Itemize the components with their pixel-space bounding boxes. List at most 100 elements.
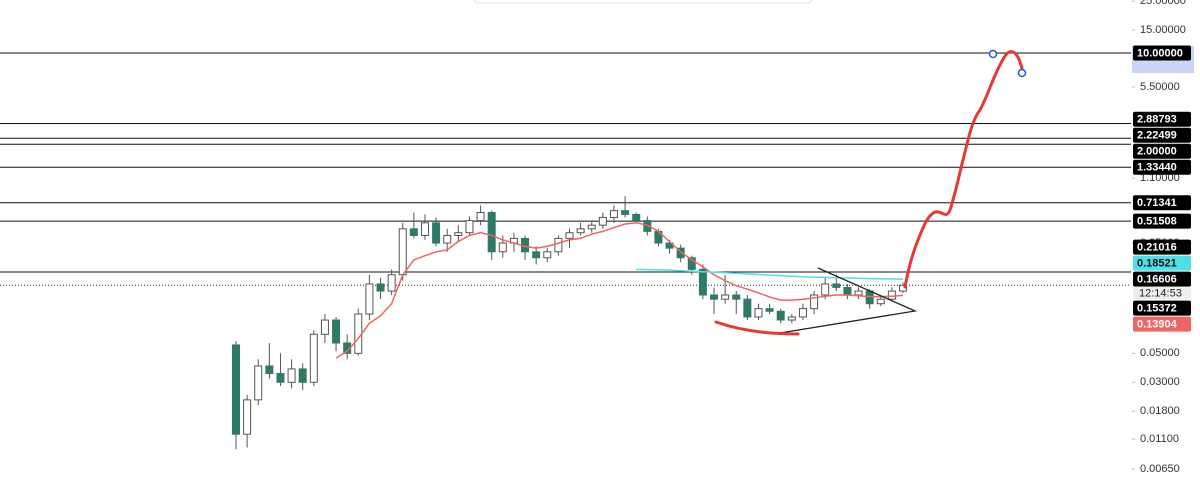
candle-body: [298, 368, 307, 383]
price-tag-label: 0.16606: [1137, 273, 1177, 285]
candle-body: [265, 365, 274, 375]
candle-body: [487, 212, 496, 253]
candle-body: [454, 232, 463, 236]
y-tick-label: 5.50000: [1140, 81, 1180, 93]
price-axis: 25.0000015.000005.500001.100000.350000.0…: [1132, 0, 1191, 475]
candle-body: [887, 290, 896, 300]
price-tag: [1133, 159, 1191, 175]
candle-body: [743, 298, 752, 318]
candle-body: [632, 213, 641, 222]
candle-body: [732, 294, 741, 300]
candle-body: [565, 232, 574, 239]
price-tag-label: 0.21016: [1137, 241, 1177, 253]
price-tag-label: 10.00000: [1137, 47, 1183, 59]
toolbar-edge: [473, 0, 813, 4]
price-tag: [1133, 271, 1191, 287]
candle-body: [365, 283, 374, 315]
price-tag-label: 0.51508: [1137, 216, 1177, 228]
forecast-path: [903, 50, 1024, 289]
y-tick-label: 0.03000: [1140, 376, 1180, 388]
candle-body: [498, 242, 507, 253]
price-tag-label: 1.33440: [1137, 162, 1177, 174]
candle-body: [287, 368, 296, 383]
price-tag: [1133, 213, 1191, 229]
candle-body: [376, 283, 385, 292]
candle-body: [765, 308, 774, 312]
candle-body: [254, 365, 263, 401]
candle-body: [810, 294, 819, 310]
y-tick-label: 1.10000: [1140, 172, 1180, 184]
moving-averages: [335, 222, 904, 359]
price-tag: [1133, 143, 1191, 159]
candle-body: [232, 344, 240, 435]
candle-body: [787, 316, 796, 321]
price-tag-label: 2.88793: [1137, 114, 1177, 126]
candle-body: [409, 228, 418, 236]
candle-body: [443, 234, 452, 244]
handle: [988, 49, 998, 59]
price-tag-label: 0.18521: [1137, 257, 1177, 269]
candle-body: [332, 319, 341, 344]
candle-body: [710, 294, 719, 300]
candle-body: [243, 399, 252, 435]
price-tag: [1133, 127, 1191, 143]
candles: [232, 196, 907, 450]
candle-body: [643, 220, 652, 232]
candle-body: [476, 212, 485, 222]
price-tag-label: 2.00000: [1137, 146, 1177, 158]
countdown-box: [1133, 286, 1191, 300]
candle-body: [754, 308, 763, 318]
support-arc: [714, 320, 800, 336]
price-tag-label: 0.71341: [1137, 197, 1177, 209]
candle-body: [798, 308, 807, 318]
candle-body: [587, 224, 596, 230]
candle-body: [676, 247, 685, 259]
y-tick-label: 0.00650: [1140, 463, 1180, 475]
candle-body: [865, 290, 874, 305]
candle-body: [687, 257, 696, 270]
candle-body: [776, 310, 785, 321]
candle-body: [432, 222, 441, 244]
drawings: [714, 49, 1027, 336]
moving-average: [636, 268, 904, 280]
candle-body: [576, 228, 585, 234]
y-tick-label: 0.01100: [1140, 433, 1179, 445]
y-tick-label: 0.01800: [1140, 405, 1180, 417]
candle-body: [532, 251, 541, 259]
price-tag: [1133, 239, 1191, 255]
candle-body: [320, 319, 329, 335]
price-tag: [1133, 195, 1191, 211]
price-tag: [1133, 45, 1191, 61]
candle-body: [843, 286, 852, 296]
candle-body: [309, 333, 318, 383]
candle-body: [854, 290, 863, 296]
candle-body: [876, 298, 885, 305]
price-tag: [1133, 255, 1191, 271]
candle-body: [465, 220, 474, 234]
price-tag-label: 2.22499: [1137, 130, 1177, 142]
candle-body: [420, 222, 429, 236]
price-tag: [1133, 111, 1191, 127]
candle-body: [354, 313, 363, 354]
price-tag-label: 0.13904: [1137, 318, 1178, 330]
candle-body: [554, 237, 563, 253]
candle-body: [721, 294, 730, 300]
candle-body: [698, 268, 707, 296]
candle-body: [609, 210, 618, 218]
levels: [0, 52, 1131, 286]
y-tick-label: 15.00000: [1140, 24, 1186, 36]
triangle: [779, 267, 918, 334]
candle-body: [821, 283, 830, 296]
candle-body: [543, 251, 552, 259]
candle-body: [621, 210, 630, 215]
candle-body: [832, 283, 841, 288]
candle-body: [276, 373, 285, 383]
candle-body: [398, 228, 407, 276]
candle-body: [387, 274, 396, 292]
price-tag: [1133, 316, 1191, 332]
candle-body: [899, 284, 907, 292]
moving-average: [335, 222, 904, 359]
candle-body: [598, 216, 607, 226]
handle: [1017, 68, 1027, 78]
